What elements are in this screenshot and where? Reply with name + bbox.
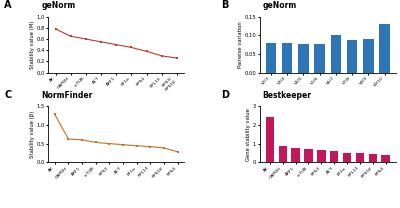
Y-axis label: Pairwise variation: Pairwise variation bbox=[238, 21, 243, 68]
Bar bbox=[363, 39, 374, 73]
Bar bbox=[292, 148, 300, 162]
Text: B: B bbox=[221, 0, 229, 10]
Bar bbox=[347, 40, 357, 73]
Text: D: D bbox=[221, 89, 229, 99]
Text: C: C bbox=[4, 89, 12, 99]
Bar bbox=[278, 146, 287, 162]
Text: geNorm: geNorm bbox=[262, 1, 296, 10]
Bar bbox=[317, 150, 326, 162]
Bar bbox=[330, 151, 338, 162]
Bar bbox=[356, 154, 364, 162]
Bar bbox=[331, 35, 341, 73]
Bar bbox=[382, 155, 390, 162]
Bar bbox=[314, 44, 325, 73]
Bar bbox=[282, 43, 292, 73]
Y-axis label: Stability value (M): Stability value (M) bbox=[30, 20, 35, 69]
Text: A: A bbox=[4, 0, 12, 10]
Text: geNorm: geNorm bbox=[41, 1, 76, 10]
Bar bbox=[304, 149, 313, 162]
Y-axis label: Gene stability value: Gene stability value bbox=[246, 108, 251, 161]
Text: Bestkeeper: Bestkeeper bbox=[262, 90, 311, 99]
Text: NormFinder: NormFinder bbox=[41, 90, 92, 99]
Bar bbox=[368, 154, 377, 162]
Bar bbox=[298, 44, 309, 73]
Y-axis label: Stability value (β): Stability value (β) bbox=[30, 111, 35, 158]
Bar bbox=[343, 152, 351, 162]
Bar bbox=[379, 24, 390, 73]
Bar bbox=[266, 116, 274, 162]
Bar bbox=[266, 43, 276, 73]
